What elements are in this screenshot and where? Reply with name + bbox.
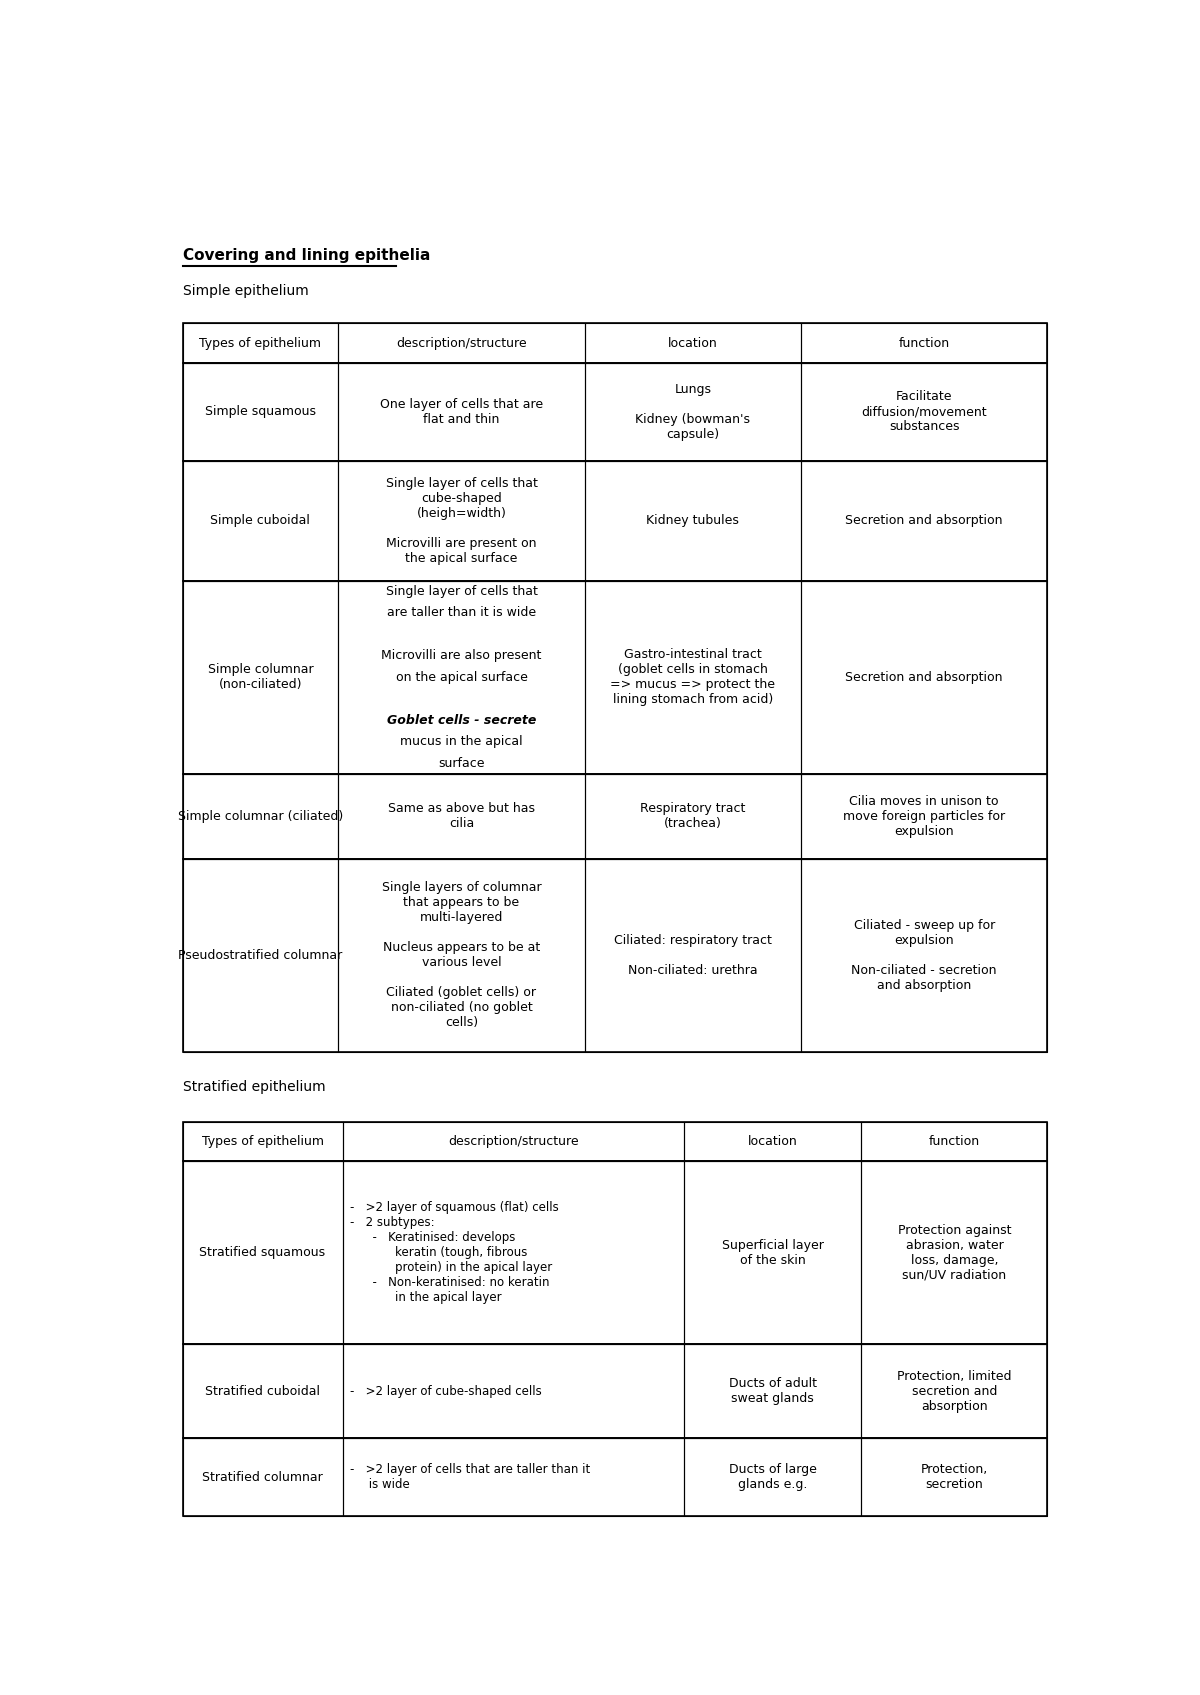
Bar — [800, 859, 1048, 1051]
Bar — [182, 1122, 1048, 1161]
Text: Secretion and absorption: Secretion and absorption — [846, 671, 1003, 683]
Text: Protection, limited
secretion and
absorption: Protection, limited secretion and absorp… — [898, 1370, 1012, 1412]
Bar — [584, 324, 800, 363]
Text: Respiratory tract
(trachea): Respiratory tract (trachea) — [640, 802, 745, 831]
Text: are taller than it is wide: are taller than it is wide — [386, 607, 536, 619]
Text: Simple epithelium: Simple epithelium — [182, 285, 308, 298]
Bar — [182, 1161, 342, 1344]
Text: Covering and lining epithelia: Covering and lining epithelia — [182, 247, 430, 263]
Bar — [862, 1122, 1048, 1161]
Text: Simple columnar (ciliated): Simple columnar (ciliated) — [178, 810, 343, 822]
Bar — [182, 581, 338, 773]
Bar — [182, 773, 1048, 859]
Bar — [342, 1437, 684, 1517]
Bar — [800, 581, 1048, 773]
Bar — [684, 1161, 862, 1344]
Text: Single layers of columnar
that appears to be
multi-layered

Nucleus appears to b: Single layers of columnar that appears t… — [382, 881, 541, 1029]
Bar — [182, 324, 1048, 363]
Text: Types of epithelium: Types of epithelium — [199, 337, 322, 349]
Text: function: function — [899, 337, 949, 349]
Text: Facilitate
diffusion/movement
substances: Facilitate diffusion/movement substances — [862, 390, 988, 432]
Bar — [182, 1161, 1048, 1344]
Bar — [862, 1344, 1048, 1437]
Text: Ducts of adult
sweat glands: Ducts of adult sweat glands — [728, 1376, 817, 1405]
Bar — [338, 581, 584, 773]
Text: -   >2 layer of cube-shaped cells: - >2 layer of cube-shaped cells — [350, 1385, 541, 1398]
Bar — [338, 324, 584, 363]
Text: Goblet cells - secrete: Goblet cells - secrete — [386, 714, 536, 727]
Text: Simple squamous: Simple squamous — [205, 405, 316, 419]
Text: location: location — [668, 337, 718, 349]
Text: Microvilli are also present: Microvilli are also present — [382, 649, 541, 663]
Bar — [182, 461, 1048, 581]
Text: Ciliated: respiratory tract

Non-ciliated: urethra: Ciliated: respiratory tract Non-ciliated… — [614, 934, 772, 976]
Bar — [584, 461, 800, 581]
Bar — [684, 1344, 862, 1437]
Bar — [338, 363, 584, 461]
Text: Gastro-intestinal tract
(goblet cells in stomach
=> mucus => protect the
lining : Gastro-intestinal tract (goblet cells in… — [611, 647, 775, 707]
Bar — [338, 461, 584, 581]
Text: Stratified epithelium: Stratified epithelium — [182, 1080, 325, 1095]
Bar — [584, 859, 800, 1051]
Text: Simple cuboidal: Simple cuboidal — [210, 514, 311, 527]
Text: Single layer of cells that
cube-shaped
(heigh=width)

Microvilli are present on
: Single layer of cells that cube-shaped (… — [385, 476, 538, 564]
Bar — [800, 773, 1048, 859]
Bar — [342, 1122, 684, 1161]
Bar — [182, 363, 1048, 461]
Text: Ducts of large
glands e.g.: Ducts of large glands e.g. — [728, 1463, 817, 1492]
Text: on the apical surface: on the apical surface — [396, 671, 528, 683]
Text: -   >2 layer of cells that are taller than it
     is wide: - >2 layer of cells that are taller than… — [350, 1463, 590, 1492]
Text: Kidney tubules: Kidney tubules — [647, 514, 739, 527]
Text: Lungs

Kidney (bowman's
capsule): Lungs Kidney (bowman's capsule) — [635, 383, 750, 441]
Text: Single layer of cells that: Single layer of cells that — [385, 585, 538, 598]
Bar — [584, 581, 800, 773]
Bar — [338, 859, 584, 1051]
Bar — [342, 1161, 684, 1344]
Bar — [182, 1437, 1048, 1517]
Text: -   >2 layer of squamous (flat) cells
-   2 subtypes:
      -   Keratinised: dev: - >2 layer of squamous (flat) cells - 2 … — [350, 1202, 559, 1303]
Text: One layer of cells that are
flat and thin: One layer of cells that are flat and thi… — [380, 398, 544, 425]
Text: Cilia moves in unison to
move foreign particles for
expulsion: Cilia moves in unison to move foreign pa… — [844, 795, 1006, 837]
Bar — [684, 1122, 862, 1161]
Bar — [182, 581, 1048, 773]
Bar — [684, 1437, 862, 1517]
Bar — [182, 461, 338, 581]
Bar — [182, 859, 338, 1051]
Text: function: function — [929, 1136, 980, 1148]
Bar — [182, 1122, 342, 1161]
Bar — [800, 363, 1048, 461]
Text: Superficial layer
of the skin: Superficial layer of the skin — [722, 1239, 823, 1266]
Bar — [182, 324, 338, 363]
Text: surface: surface — [438, 756, 485, 770]
Bar — [182, 773, 338, 859]
Text: mucus in the apical: mucus in the apical — [400, 736, 523, 747]
Text: Protection against
abrasion, water
loss, damage,
sun/UV radiation: Protection against abrasion, water loss,… — [898, 1224, 1012, 1281]
Bar — [342, 1344, 684, 1437]
Bar — [800, 324, 1048, 363]
Bar — [800, 461, 1048, 581]
Text: location: location — [748, 1136, 798, 1148]
Text: description/structure: description/structure — [448, 1136, 578, 1148]
Bar — [182, 363, 338, 461]
Bar — [182, 1344, 1048, 1437]
Text: Stratified squamous: Stratified squamous — [199, 1246, 325, 1259]
Text: Simple columnar
(non-ciliated): Simple columnar (non-ciliated) — [208, 663, 313, 692]
Text: description/structure: description/structure — [396, 337, 527, 349]
Bar — [862, 1161, 1048, 1344]
Text: Stratified columnar: Stratified columnar — [202, 1471, 323, 1483]
Text: Secretion and absorption: Secretion and absorption — [846, 514, 1003, 527]
Bar — [338, 773, 584, 859]
Text: Pseudostratified columnar: Pseudostratified columnar — [179, 949, 342, 961]
Bar — [584, 773, 800, 859]
Text: Protection,
secretion: Protection, secretion — [920, 1463, 988, 1492]
Bar — [584, 363, 800, 461]
Bar — [182, 1437, 342, 1517]
Text: Stratified cuboidal: Stratified cuboidal — [205, 1385, 320, 1398]
Text: Types of epithelium: Types of epithelium — [202, 1136, 324, 1148]
Bar — [182, 1344, 342, 1437]
Bar — [182, 859, 1048, 1051]
Bar — [862, 1437, 1048, 1517]
Text: Ciliated - sweep up for
expulsion

Non-ciliated - secretion
and absorption: Ciliated - sweep up for expulsion Non-ci… — [852, 919, 997, 992]
Text: Same as above but has
cilia: Same as above but has cilia — [388, 802, 535, 831]
